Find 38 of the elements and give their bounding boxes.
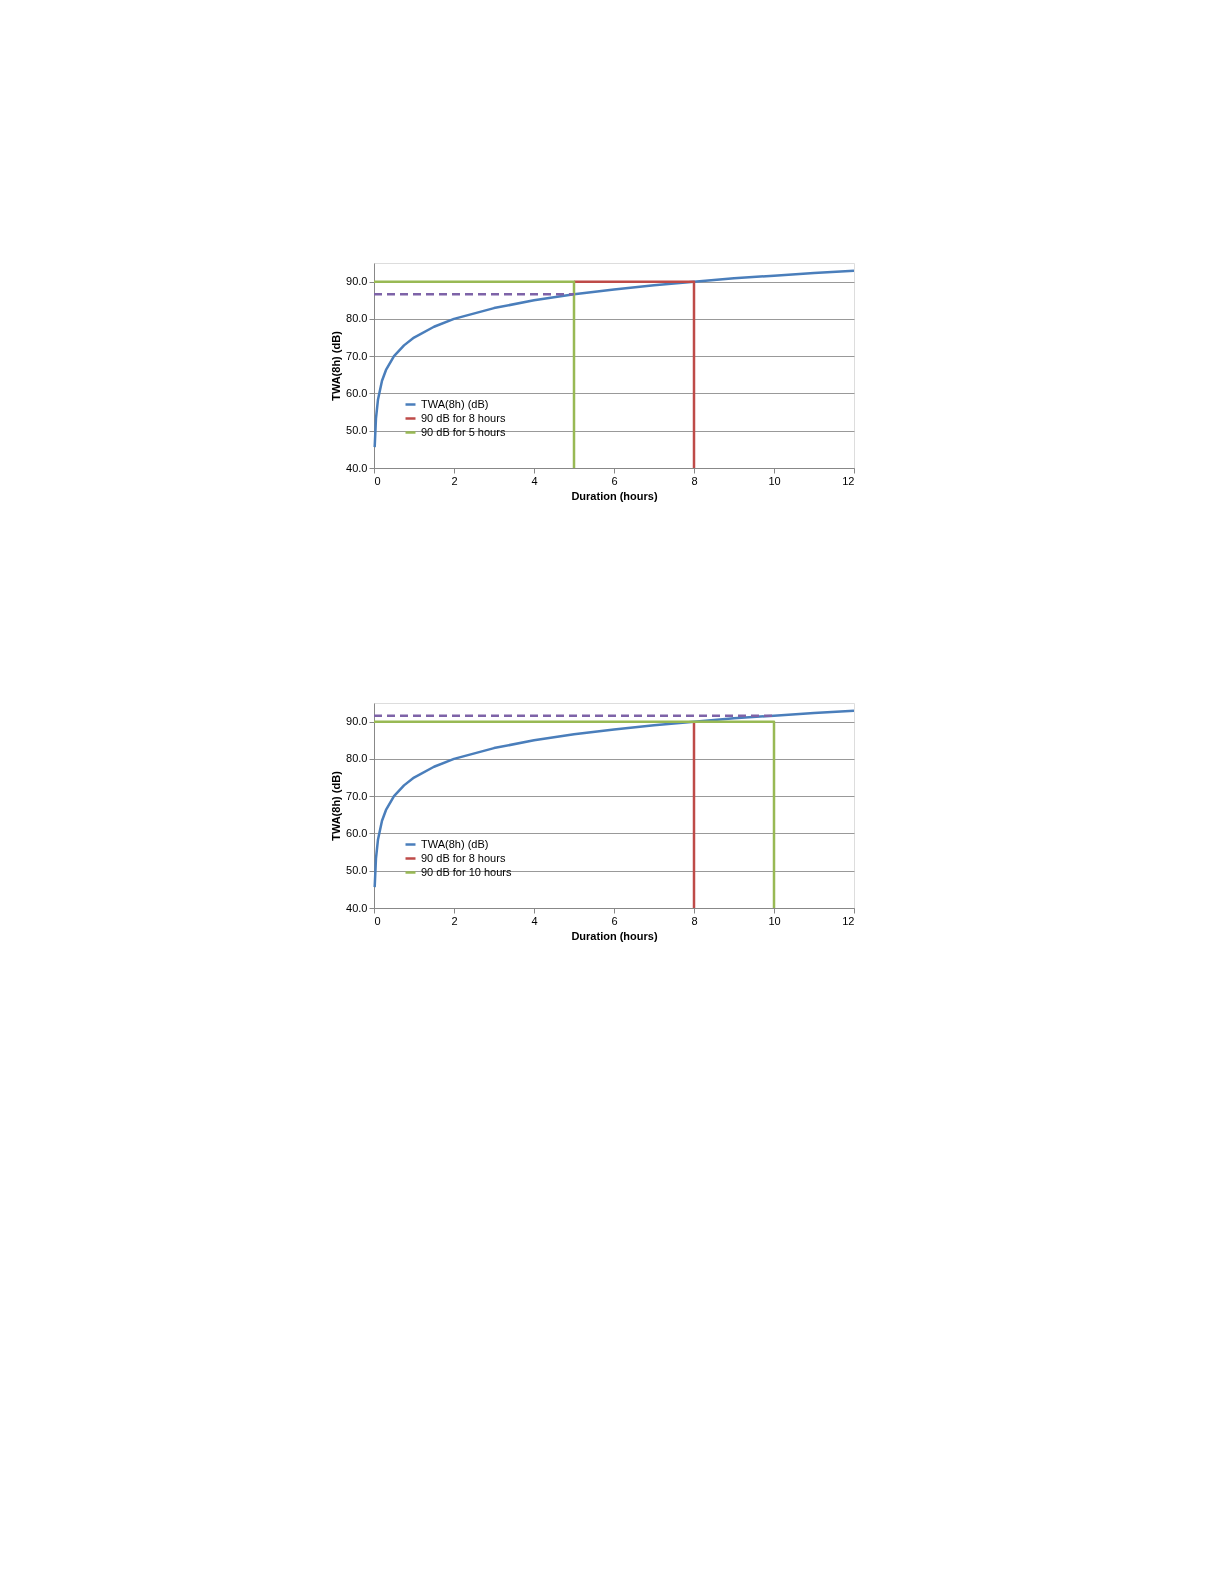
x-tick-label: 6 <box>611 914 618 927</box>
x-tick-label: 2 <box>451 914 458 927</box>
x-tick-label: 4 <box>531 474 538 487</box>
line-series <box>373 269 856 449</box>
x-tick-label: 10 <box>768 914 781 927</box>
y-tick-label: 40.0 <box>346 461 368 474</box>
y-tick-label: 40.0 <box>346 901 368 914</box>
y-tick-label: 90.0 <box>346 715 368 728</box>
x-tick-label: 6 <box>611 474 618 487</box>
x-tick-label: 12 <box>842 474 855 487</box>
legend-label: 90 dB for 5 hours <box>421 425 506 438</box>
y-tick-label: 70.0 <box>346 789 368 802</box>
legend-label: TWA(8h) (dB) <box>421 837 489 850</box>
y-tick-label: 80.0 <box>346 312 368 325</box>
x-tick-label: 10 <box>768 474 781 487</box>
y-tick-label: 50.0 <box>346 424 368 437</box>
y-axis-title: TWA(8h) (dB) <box>330 330 343 401</box>
x-tick-label: 8 <box>691 914 698 927</box>
legend-label: 90 dB for 8 hours <box>421 851 506 864</box>
x-tick-label: 4 <box>531 914 538 927</box>
x-tick-label: 0 <box>374 474 381 487</box>
y-tick-label: 70.0 <box>346 349 368 362</box>
x-axis-title: Duration (hours) <box>571 929 658 942</box>
x-tick-label: 8 <box>691 474 698 487</box>
legend-label: TWA(8h) (dB) <box>421 397 489 410</box>
y-tick-label: 50.0 <box>346 864 368 877</box>
x-tick-label: 0 <box>374 914 381 927</box>
line-series <box>373 709 856 889</box>
y-axis-title: TWA(8h) (dB) <box>330 770 343 841</box>
x-axis-title: Duration (hours) <box>571 489 658 502</box>
y-tick-label: 60.0 <box>346 386 368 399</box>
y-tick-label: 80.0 <box>346 752 368 765</box>
y-tick-label: 60.0 <box>346 826 368 839</box>
x-tick-label: 12 <box>842 914 855 927</box>
legend-label: 90 dB for 10 hours <box>421 865 512 878</box>
legend-label: 90 dB for 8 hours <box>421 411 506 424</box>
y-tick-label: 90.0 <box>346 275 368 288</box>
x-tick-label: 2 <box>451 474 458 487</box>
